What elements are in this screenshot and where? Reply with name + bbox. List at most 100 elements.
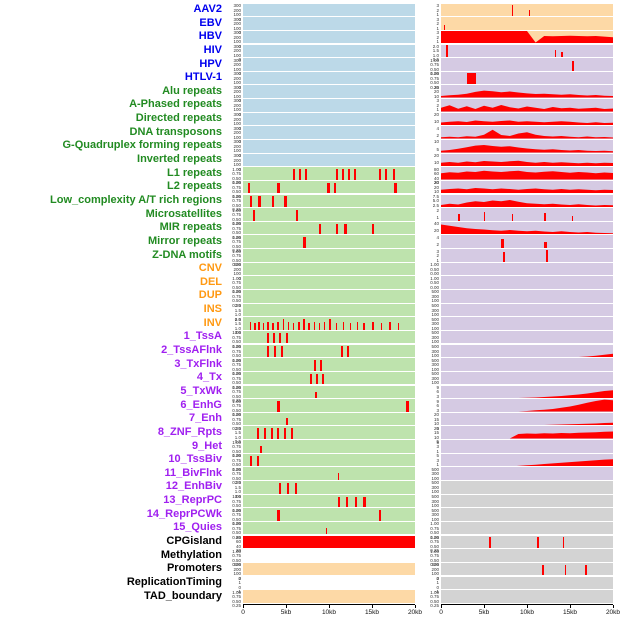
track-label-tad-boundary: TAD_boundary bbox=[143, 589, 222, 602]
y-tick-label: 1.00 bbox=[232, 548, 241, 554]
y-tick-label: 20 bbox=[433, 89, 439, 95]
y-tick-label: 1.00 bbox=[430, 275, 439, 281]
left-panel-yaxis-microsatellites: 1.00 0.75 0.50 0.25 bbox=[226, 208, 243, 226]
data-bar bbox=[554, 49, 557, 58]
y-tick-label: 0.75 bbox=[232, 389, 241, 395]
y-tick-label: 0.25 bbox=[232, 603, 241, 609]
y-tick-label: 0 bbox=[238, 98, 241, 104]
y-tick-label: 300 bbox=[431, 498, 439, 504]
area-series bbox=[441, 422, 613, 426]
left-panel-cnv bbox=[243, 262, 415, 276]
data-bar bbox=[279, 332, 282, 344]
track-label-cnv: CNV bbox=[198, 262, 222, 275]
y-tick-label: 1.00 bbox=[430, 589, 439, 595]
y-tick-label: 1.00 bbox=[232, 589, 241, 595]
right-panel-inverted-repeats bbox=[441, 153, 613, 167]
right-panel-methylation bbox=[441, 549, 613, 562]
y-tick-label: 1.00 bbox=[430, 521, 439, 527]
y-tick-label: 2 bbox=[238, 575, 241, 581]
area-series bbox=[441, 458, 613, 467]
y-tick-label: 0.50 bbox=[232, 284, 241, 290]
left-panel-4-tx bbox=[243, 371, 415, 385]
data-bar bbox=[322, 373, 325, 385]
y-tick-label: 1.00 bbox=[232, 507, 241, 513]
track-row-mir-repeats: MIR repeats 1.00 0.75 0.50 0.25 40 20 bbox=[0, 221, 630, 239]
y-tick-label: 0.75 bbox=[232, 362, 241, 368]
track-label-aav2: AAV2 bbox=[193, 3, 222, 15]
right-panel-alu-repeats bbox=[441, 85, 613, 98]
data-bar bbox=[270, 428, 273, 439]
y-tick-label: 20 bbox=[433, 184, 439, 190]
data-bar bbox=[378, 169, 382, 180]
track-row-low-complexity-a-t-rich-regions: Low_complexity A/T rich regions 1.00 0.75 0… bbox=[0, 194, 630, 212]
x-tick-label: 0 bbox=[241, 609, 245, 617]
track-row-9-het: 9_Het 1.00 0.75 0.50 0.25 5 3 1 bbox=[0, 440, 630, 458]
y-tick-label: 20 bbox=[433, 180, 439, 186]
y-tick-label: 10 bbox=[433, 434, 439, 440]
left-panel-yaxis-ins: 2.0 1.5 1.0 0.5 bbox=[226, 303, 243, 322]
y-tick-label: 200 bbox=[233, 116, 241, 122]
y-tick-label: 200 bbox=[233, 266, 241, 272]
y-tick-label: 0.25 bbox=[232, 466, 241, 472]
y-tick-label: 3 bbox=[436, 98, 439, 104]
track-label-1-tssa: 1_TssA bbox=[183, 330, 222, 343]
left-panel-yaxis-15-quies: 1.00 0.75 0.50 0.25 bbox=[226, 521, 243, 540]
data-bar bbox=[256, 428, 259, 439]
track-label-replicationtiming: ReplicationTiming bbox=[126, 575, 222, 588]
right-panel-replicationtiming bbox=[441, 576, 613, 589]
right-panel-3-txflnk bbox=[441, 358, 613, 371]
y-tick-label: 0.50 bbox=[232, 189, 241, 195]
y-tick-label: 0.50 bbox=[232, 175, 241, 181]
data-bar bbox=[502, 251, 505, 262]
track-row-tad-boundary: TAD_boundary 1.00 0.75 0.50 0.25 1.00 0.75 0.50… bbox=[0, 589, 630, 608]
y-tick-label: 6 bbox=[436, 403, 439, 409]
y-tick-label: 0.50 bbox=[232, 421, 241, 427]
data-bar bbox=[347, 169, 351, 180]
y-tick-label: 80 bbox=[433, 166, 439, 172]
y-tick-label: 10 bbox=[433, 119, 439, 125]
data-bar bbox=[310, 373, 313, 385]
track-row-8-znf-rpts: 8_ZNF_Rpts 2.0 1.5 1.0 0.5 20 15 10 5 bbox=[0, 426, 630, 444]
right-panel-yaxis-l2-repeats: 30 20 10 bbox=[415, 180, 441, 194]
left-panel-yaxis-alu-repeats: 300 200 100 0 bbox=[226, 85, 243, 103]
y-tick-label: 0.75 bbox=[232, 239, 241, 245]
y-tick-label: 40 bbox=[433, 221, 439, 227]
y-tick-label: 500 bbox=[431, 289, 439, 295]
y-tick-label: 6 bbox=[436, 389, 439, 395]
y-tick-label: 300 bbox=[431, 334, 439, 340]
left-panel-yaxis-a-phased-repeats: 300 200 100 0 bbox=[226, 98, 243, 117]
y-tick-label: 500 bbox=[431, 344, 439, 350]
left-panel-yaxis-11-bivflnk: 1.00 0.75 0.50 0.25 bbox=[226, 467, 243, 485]
y-tick-label: 9 bbox=[436, 384, 439, 390]
right-panel-g-quadruplex-forming-repeats bbox=[441, 140, 613, 153]
left-panel-yaxis-low-complexity-a-t-rich-regions: 1.00 0.75 0.50 0.25 bbox=[226, 194, 243, 212]
y-tick-label: 0.75 bbox=[232, 293, 241, 299]
y-tick-label: 1 bbox=[436, 214, 439, 220]
y-tick-label: 300 bbox=[431, 484, 439, 490]
area-series bbox=[441, 353, 613, 358]
y-tick-label: 3 bbox=[436, 16, 439, 22]
left-panel-5-txwk bbox=[243, 385, 415, 399]
right-panel-yaxis-del: 1.00 0.50 0.00 bbox=[415, 276, 441, 290]
track-row-hiv: HIV 300 200 100 0 2.0 1.5 1.0 0.5 bbox=[0, 44, 630, 62]
area-series bbox=[441, 171, 613, 180]
y-tick-label: 0 bbox=[238, 275, 241, 281]
y-tick-label: 3 bbox=[436, 457, 439, 463]
y-tick-label: 0 bbox=[436, 584, 439, 590]
y-tick-label: 0.25 bbox=[232, 534, 241, 540]
y-tick-label: 0.50 bbox=[430, 543, 439, 549]
data-bar bbox=[249, 196, 253, 208]
data-bar bbox=[284, 196, 287, 208]
y-tick-label: 0.25 bbox=[232, 384, 241, 390]
y-tick-label: 300 bbox=[233, 153, 241, 159]
area-series bbox=[441, 399, 613, 412]
x-axis-row: 0 5kb 10kb 15kb 20kb 0 5kb 10kb 15kb 20kb bbox=[0, 603, 630, 619]
track-row-ins: INS 2.0 1.5 1.0 0.5 500 300 100 bbox=[0, 303, 630, 322]
y-tick-label: 0.50 bbox=[430, 266, 439, 272]
y-tick-label: 100 bbox=[233, 571, 241, 577]
right-panel-promoters bbox=[441, 562, 613, 576]
data-bar bbox=[267, 332, 270, 344]
